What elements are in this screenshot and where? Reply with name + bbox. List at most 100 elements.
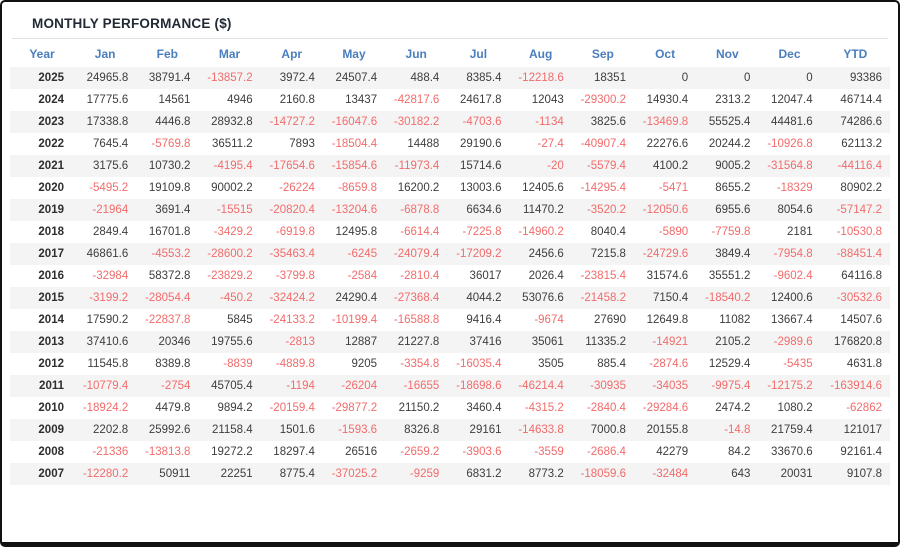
value-cell: 31574.6 (646, 270, 689, 282)
value-cell: 24290.4 (335, 292, 378, 304)
year-cell: 2010 (38, 402, 64, 414)
value-cell: -9602.4 (773, 270, 813, 282)
value-cell: -20159.4 (269, 402, 315, 414)
value-cell: -32984 (92, 270, 129, 282)
value-cell: 28932.8 (211, 116, 253, 128)
value-cell: -30532.6 (836, 292, 882, 304)
year-cell: 2011 (39, 380, 64, 392)
value-cell: -18698.6 (456, 380, 502, 392)
value-cell: 18297.4 (273, 446, 315, 458)
value-cell: -42817.6 (393, 94, 440, 106)
value-cell: -10530.8 (836, 226, 882, 238)
value-cell: -9259 (409, 468, 440, 480)
table-row: 2009 2202.8 25992.6 21158.4 1501.6 -1593.6 832… (10, 419, 890, 441)
table-row: 2019 -21964 3691.4 -15515 -20820.4 -13204.6 -6… (10, 199, 890, 221)
value-cell: 46861.6 (86, 248, 129, 260)
value-cell: 36511.2 (211, 138, 253, 150)
value-cell: 44481.6 (771, 116, 813, 128)
value-cell: -2686.4 (586, 446, 626, 458)
value-cell: 3175.6 (93, 160, 129, 172)
value-cell: -5769.8 (151, 138, 191, 150)
value-cell: 4946 (227, 94, 253, 106)
value-cell: -29300.2 (580, 94, 626, 106)
value-cell: 8655.2 (715, 182, 751, 194)
value-cell: -18504.4 (331, 138, 378, 150)
value-cell: 80902.2 (840, 182, 882, 194)
value-cell: 3849.4 (715, 248, 751, 260)
year-cell: 2017 (38, 248, 64, 260)
column-header-mar: Mar (218, 47, 241, 61)
value-cell: -6919.8 (275, 226, 315, 238)
value-cell: 12400.6 (771, 292, 813, 304)
value-cell: -24079.4 (393, 248, 440, 260)
year-cell: 2021 (38, 160, 64, 172)
value-cell: -5579.4 (586, 160, 626, 172)
value-cell: -15854.6 (331, 160, 378, 172)
year-cell: 2009 (38, 424, 64, 436)
value-cell: -18540.2 (705, 292, 751, 304)
value-cell: 6955.6 (715, 204, 751, 216)
value-cell: 9205 (351, 358, 378, 370)
value-cell: -4195.4 (213, 160, 253, 172)
value-cell: 176820.8 (834, 336, 882, 348)
value-cell: 37416 (469, 336, 502, 348)
table-row: 2007 -12280.2 50911 22251 8775.4 -37025.2 -925… (10, 463, 890, 485)
value-cell: 4631.8 (846, 358, 882, 370)
value-cell: 2313.2 (715, 94, 751, 106)
value-cell: 11335.2 (585, 336, 626, 348)
value-cell: 0 (681, 72, 689, 84)
value-cell: -24133.2 (269, 314, 315, 326)
value-cell: 2105.2 (715, 336, 751, 348)
value-cell: 53076.6 (522, 292, 564, 304)
value-cell: 11082 (719, 314, 751, 326)
column-header-oct: Oct (655, 47, 676, 61)
value-cell: -7225.8 (462, 226, 502, 238)
value-cell: 17775.6 (86, 94, 129, 106)
year-cell: 2024 (38, 94, 64, 106)
table-body: 2025 24965.8 38791.4 -13857.2 3972.4 24507.4 4… (10, 67, 890, 485)
value-cell: 15714.6 (459, 160, 502, 172)
value-cell: -44116.4 (837, 160, 882, 172)
value-cell: 3972.4 (279, 72, 315, 84)
value-cell: 64116.8 (841, 270, 882, 282)
value-cell: -13204.6 (331, 204, 378, 216)
value-cell: 19272.2 (211, 446, 253, 458)
value-cell: 14507.6 (840, 314, 882, 326)
value-cell: 92161.4 (840, 446, 882, 458)
value-cell: -1194 (286, 380, 315, 392)
table-row: 2024 17775.6 14561 4946 2160.8 13437 -42817.6 2… (10, 89, 890, 111)
value-cell: -29284.6 (642, 402, 689, 414)
value-cell: 8326.8 (404, 424, 440, 436)
year-cell: 2013 (38, 336, 64, 348)
value-cell: 12047.4 (771, 94, 813, 106)
column-header-sep: Sep (591, 47, 614, 61)
year-cell: 2014 (38, 314, 64, 326)
value-cell: -17209.2 (456, 248, 502, 260)
value-cell: 14488 (407, 138, 440, 150)
value-cell: -20 (547, 160, 564, 172)
value-cell: -30935 (590, 380, 626, 392)
value-cell: 2849.4 (93, 226, 129, 238)
value-cell: 5845 (227, 314, 253, 326)
value-cell: 8385.4 (466, 72, 502, 84)
value-cell: 14561 (158, 94, 191, 106)
panel-title: MONTHLY PERFORMANCE ($) (32, 16, 232, 31)
value-cell: 19755.6 (211, 336, 253, 348)
title-divider (12, 38, 888, 39)
value-cell: 12887 (345, 336, 378, 348)
value-cell: 33670.6 (771, 446, 813, 458)
value-cell: 11545.8 (87, 358, 129, 370)
table-row: 2022 7645.4 -5769.8 36511.2 7893 -18504.4 1448… (10, 133, 890, 155)
value-cell: 55525.4 (708, 116, 751, 128)
value-cell: 6831.2 (466, 468, 502, 480)
value-cell: 2181 (787, 226, 813, 238)
value-cell: -31564.8 (767, 160, 813, 172)
value-cell: -2810.4 (400, 270, 440, 282)
value-cell: -32484 (652, 468, 689, 480)
value-cell: -3199.2 (89, 292, 129, 304)
value-cell: 3460.4 (466, 402, 502, 414)
value-cell: -14921 (652, 336, 689, 348)
table-header-row: Year Jan Feb Mar Apr May Jun Jul Aug Sep Oct Nov Dec… (10, 40, 890, 67)
value-cell: -5890 (658, 226, 689, 238)
value-cell: -62862 (846, 402, 882, 414)
